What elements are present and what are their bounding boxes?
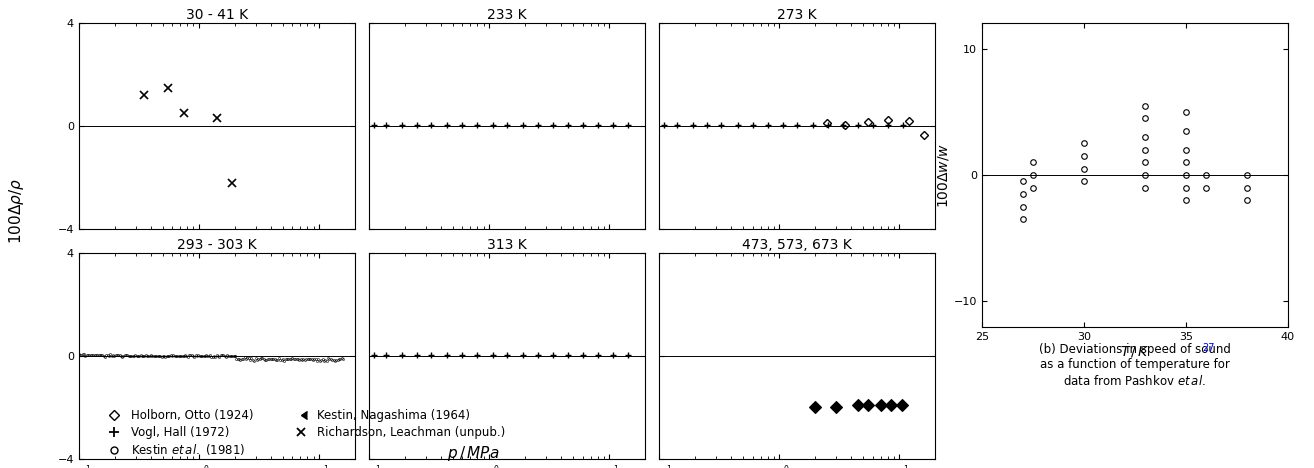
- Text: $p\,/\,$MPa: $p\,/\,$MPa: [447, 444, 499, 463]
- Legend: Holborn, Otto (1924), Vogl, Hall (1972), Kestin $et\,al.$ (1981), Kestin, Nagash: Holborn, Otto (1924), Vogl, Hall (1972),…: [97, 404, 510, 462]
- Title: 30 - 41 K: 30 - 41 K: [185, 8, 248, 22]
- Title: 233 K: 233 K: [487, 8, 527, 22]
- Title: 313 K: 313 K: [487, 238, 527, 252]
- X-axis label: $T\,/\,$K: $T\,/\,$K: [1120, 344, 1150, 359]
- Text: (b) Deviations in speed of sound
as a function of temperature for
data from Pash: (b) Deviations in speed of sound as a fu…: [1039, 344, 1231, 388]
- Y-axis label: $100\Delta w/w$: $100\Delta w/w$: [936, 142, 951, 208]
- Title: 273 K: 273 K: [778, 8, 817, 22]
- Title: 293 - 303 K: 293 - 303 K: [177, 238, 256, 252]
- Text: 27: 27: [1202, 344, 1214, 353]
- Title: 473, 573, 673 K: 473, 573, 673 K: [742, 238, 851, 252]
- Text: $100\Delta\rho/\rho$: $100\Delta\rho/\rho$: [7, 178, 25, 243]
